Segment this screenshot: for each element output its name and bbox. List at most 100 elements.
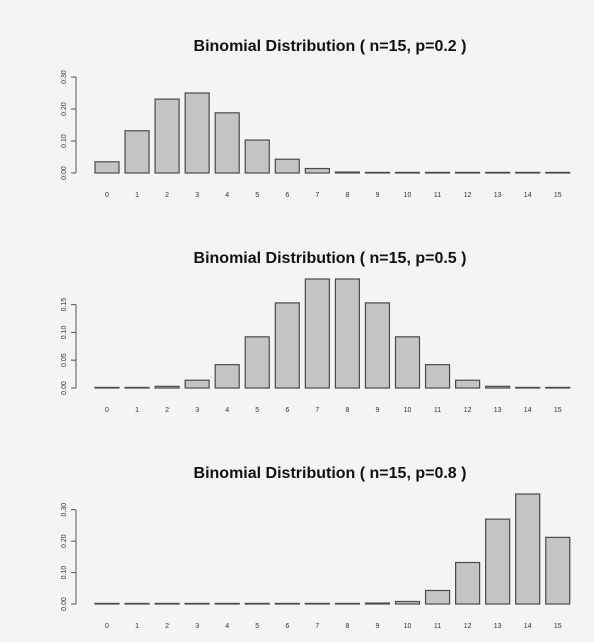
chart-title: Binomial Distribution ( n=15, p=0.5 ) [194,250,467,267]
x-tick-label: 8 [345,623,349,630]
x-tick-label: 10 [404,623,412,630]
bar-7 [304,602,330,605]
x-tick-label: 7 [315,623,319,630]
y-tick-label: 0.20 [61,102,68,116]
x-tick-label: 9 [375,623,379,630]
x-tick-label: 4 [225,192,229,199]
x-tick-label: 3 [195,192,199,199]
x-tick-label: 11 [434,623,441,630]
x-tick-label: 0 [105,623,109,630]
x-tick-label: 13 [494,192,502,199]
x-tick-label: 5 [255,407,259,414]
x-tick-label: 11 [434,407,441,414]
chart-panel-p05: Binomial Distribution ( n=15, p=0.5 ) 0.… [61,250,571,414]
x-tick-label: 8 [345,192,349,199]
y-tick-label: 0.30 [61,503,68,517]
bar-4 [214,602,240,605]
bar-4 [214,364,240,389]
x-tick-labels: 0 1 2 3 4 5 6 7 8 9 10 11 12 13 14 15 [105,623,562,630]
bar-10 [394,336,421,389]
bar-2 [154,385,180,389]
bar-group [94,92,571,174]
x-tick-label: 15 [554,192,562,199]
bar-14 [515,386,541,389]
x-tick-label: 8 [345,407,349,414]
bar-0 [94,161,120,174]
bar-11 [424,589,451,605]
x-tick-label: 7 [315,407,319,414]
x-tick-label: 10 [404,192,412,199]
bar-11 [424,171,451,174]
bar-12 [455,379,481,389]
bar-1 [124,386,150,389]
chart-title: Binomial Distribution ( n=15, p=0.2 ) [194,38,467,55]
bar-7 [304,278,330,389]
x-tick-label: 4 [225,623,229,630]
bar-9 [364,302,391,389]
bar-3 [184,602,210,605]
y-tick-label: 0.05 [61,353,68,367]
y-tick-label: 0.10 [61,566,68,580]
x-tick-label: 6 [285,407,289,414]
bar-group [94,493,571,605]
bar-15 [545,536,571,605]
x-tick-label: 15 [554,623,562,630]
bar-5 [244,139,270,174]
x-tick-label: 2 [165,623,169,630]
y-axis: 0.00 0.10 0.20 0.30 [61,70,77,180]
x-tick-label: 12 [464,192,472,199]
bar-1 [124,602,150,605]
bar-7 [304,167,330,174]
x-tick-labels: 0 1 2 3 4 5 6 7 8 9 10 11 12 13 14 15 [105,192,562,199]
y-tick-label: 0.00 [61,597,68,611]
bar-12 [455,561,481,605]
x-tick-label: 9 [375,192,379,199]
y-tick-label: 0.30 [61,70,68,84]
bar-group [94,278,571,389]
bar-4 [214,112,240,174]
y-tick-label: 0.10 [61,325,68,339]
bar-11 [424,364,451,389]
bar-0 [94,602,120,605]
x-tick-label: 12 [464,623,472,630]
y-tick-label: 0.10 [61,134,68,148]
bar-2 [154,602,180,605]
x-tick-label: 14 [524,192,532,199]
chart-panel-p02: Binomial Distribution ( n=15, p=0.2 ) 0.… [61,38,571,199]
bar-6 [274,602,300,605]
x-tick-label: 5 [255,192,259,199]
bar-15 [545,386,571,389]
x-tick-label: 0 [105,192,109,199]
y-tick-label: 0.20 [61,534,68,548]
bar-1 [124,130,150,174]
x-tick-label: 11 [434,192,441,199]
bar-3 [184,379,210,389]
bar-12 [455,171,481,174]
y-tick-label: 0.00 [61,166,68,180]
x-tick-label: 14 [524,623,532,630]
x-tick-label: 9 [375,407,379,414]
x-tick-label: 3 [195,623,199,630]
x-tick-label: 1 [135,407,139,414]
x-tick-label: 6 [285,623,289,630]
x-tick-label: 13 [494,407,502,414]
bar-0 [94,386,120,389]
x-tick-label: 5 [255,623,259,630]
bar-13 [485,171,511,174]
bar-13 [485,385,511,389]
bar-5 [244,336,270,389]
x-tick-label: 6 [285,192,289,199]
x-tick-label: 7 [315,192,319,199]
y-axis: 0.00 0.10 0.20 0.30 [61,503,77,611]
x-tick-label: 1 [135,192,139,199]
x-tick-label: 10 [404,407,412,414]
bar-15 [545,171,571,174]
y-axis: 0.00 0.05 0.10 0.15 [61,298,77,395]
y-tick-label: 0.00 [61,381,68,395]
bar-6 [274,158,300,174]
bar-13 [485,518,511,605]
bar-9 [364,602,391,605]
bar-10 [394,600,421,605]
x-tick-label: 3 [195,407,199,414]
